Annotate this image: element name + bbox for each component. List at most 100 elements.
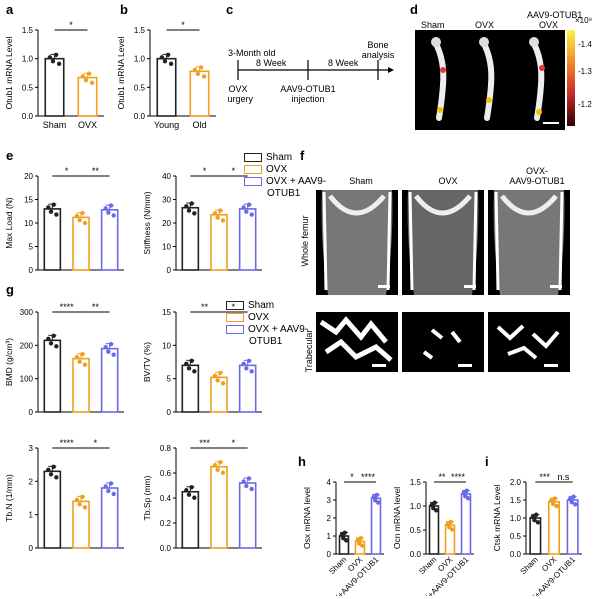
bar xyxy=(181,206,200,271)
x-tick-label: OVX xyxy=(78,120,97,130)
data-point xyxy=(215,467,220,472)
step3-line1: Bone xyxy=(367,40,388,50)
data-point xyxy=(220,218,226,223)
sig-label: * xyxy=(69,20,73,30)
y-tick-label: 0.5 xyxy=(134,83,146,92)
data-point xyxy=(218,208,223,213)
y-axis-label: Otub1 mRNA Level xyxy=(4,37,14,110)
bar xyxy=(43,470,62,549)
panel-label-d: d xyxy=(410,2,418,17)
data-point xyxy=(554,503,559,509)
y-tick-label: 0.0 xyxy=(160,544,172,553)
data-point xyxy=(218,370,223,376)
y-tick-label: 1 xyxy=(29,511,34,520)
data-point xyxy=(567,496,573,502)
data-point xyxy=(74,497,80,503)
panel-label-h: h xyxy=(298,454,306,469)
y-tick-label: 0.5 xyxy=(510,532,522,541)
whole-femur-ovx xyxy=(402,190,484,295)
colorbar-tick-2: -1.3 xyxy=(578,67,592,76)
step2-line2: injection xyxy=(291,94,324,104)
y-tick-label: 30 xyxy=(162,196,171,205)
y-tick-label: 1.0 xyxy=(410,502,422,511)
data-point xyxy=(569,499,574,505)
y-tick-label: 1.0 xyxy=(134,55,146,64)
data-point xyxy=(218,460,223,465)
data-point xyxy=(47,55,53,60)
f-col-ovx: OVX xyxy=(438,176,458,186)
scalebar xyxy=(464,285,476,288)
data-point xyxy=(80,351,85,357)
data-point xyxy=(108,341,114,347)
y-tick-label: 0.6 xyxy=(160,469,172,478)
data-point xyxy=(220,381,226,386)
label-aav-ovx: OVX xyxy=(539,20,559,30)
y-tick-label: 2.0 xyxy=(510,478,522,487)
sig-label: * xyxy=(65,166,69,176)
label-aav: AAV9-OTUB1 xyxy=(527,10,583,20)
data-point xyxy=(244,209,249,214)
sig-label: * xyxy=(350,472,354,482)
data-point xyxy=(77,502,82,507)
y-axis-label: Stiffness (N/mm) xyxy=(142,191,152,254)
panel-label-c: c xyxy=(226,2,234,17)
y-tick-label: 0.5 xyxy=(22,83,34,92)
sig-label: ** xyxy=(438,472,446,482)
data-point xyxy=(212,463,218,468)
data-point xyxy=(244,483,249,489)
colorbar-tick-1: -1.4 xyxy=(578,40,592,49)
sig-label: *** xyxy=(539,472,550,482)
data-point xyxy=(192,495,197,500)
bone-sham xyxy=(431,37,447,121)
bar xyxy=(72,216,90,271)
data-point xyxy=(201,74,207,79)
data-point xyxy=(189,358,194,364)
step1-line1: OVX xyxy=(228,84,247,94)
scalebar xyxy=(458,364,472,367)
y-tick-label: 0 xyxy=(29,544,34,553)
whole-femur-sham xyxy=(316,190,398,295)
f-col-aav-line1: OVX- xyxy=(525,166,548,176)
legend-item-sham: Sham xyxy=(244,152,326,164)
data-point xyxy=(111,213,116,218)
data-point xyxy=(212,211,218,216)
bar xyxy=(238,482,257,549)
y-tick-label: 20 xyxy=(162,219,171,228)
y-tick-label: 0.0 xyxy=(410,550,422,559)
bar xyxy=(238,208,257,271)
data-point xyxy=(108,481,114,486)
data-point xyxy=(48,472,54,477)
step2-line1: AAV9-OTUB1 xyxy=(280,84,335,94)
data-point xyxy=(111,491,116,497)
data-point xyxy=(77,217,82,223)
legend-e: Sham OVX OVX + AAV9- OTUB1 xyxy=(244,152,326,200)
data-point xyxy=(51,333,56,339)
y-tick-label: 0.4 xyxy=(160,494,172,503)
data-point xyxy=(82,220,88,226)
scalebar xyxy=(372,364,386,367)
y-axis-label: Ctsk mRNA Level xyxy=(492,485,502,552)
scalebar xyxy=(544,364,558,367)
data-point xyxy=(103,484,108,489)
colorbar-tick-3: -1.2 xyxy=(578,100,592,109)
bar xyxy=(44,57,65,117)
trabecular-aav xyxy=(488,312,570,372)
chart-b: 0.0 0.5 1.0 1.5 Otub1 mRNA Level Young Old * xyxy=(116,20,216,130)
data-point xyxy=(249,369,254,374)
y-tick-label: 3 xyxy=(29,444,34,453)
data-point xyxy=(80,494,85,500)
chart-a: 0.0 0.5 1.0 1.5 Otub1 mRNA Level Sham OVX * xyxy=(4,20,104,130)
y-tick-label: 0 xyxy=(29,266,34,275)
sig-label: **** xyxy=(451,472,466,482)
y-tick-label: 3 xyxy=(327,496,332,505)
y-tick-label: 0 xyxy=(29,408,34,417)
data-point xyxy=(249,486,254,492)
y-axis-label: Tb.N (1/mm) xyxy=(4,474,14,522)
data-point xyxy=(448,519,453,525)
legend-item-aav: OVX + AAV9- xyxy=(244,176,326,188)
bar xyxy=(156,57,177,117)
data-point xyxy=(46,205,51,210)
